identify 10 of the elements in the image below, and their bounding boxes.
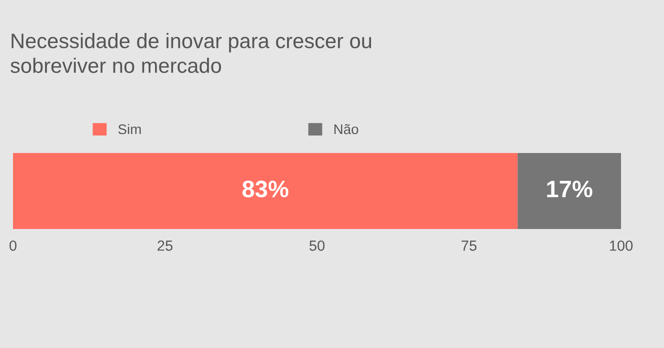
- x-tick-label: 100: [610, 240, 633, 251]
- chart-title: Necessidade de inovar para crescer ou sobreviver no mercado: [10, 33, 372, 74]
- x-tick-label: 50: [309, 240, 325, 251]
- legend-label: Não: [334, 124, 358, 134]
- x-tick-label: 25: [158, 240, 172, 251]
- legend-label: Sim: [118, 124, 141, 134]
- x-tick-label: 75: [462, 240, 476, 251]
- x-tick-label: 0: [10, 240, 16, 251]
- data-label: 17%: [547, 180, 592, 198]
- data-label: 83%: [242, 180, 288, 198]
